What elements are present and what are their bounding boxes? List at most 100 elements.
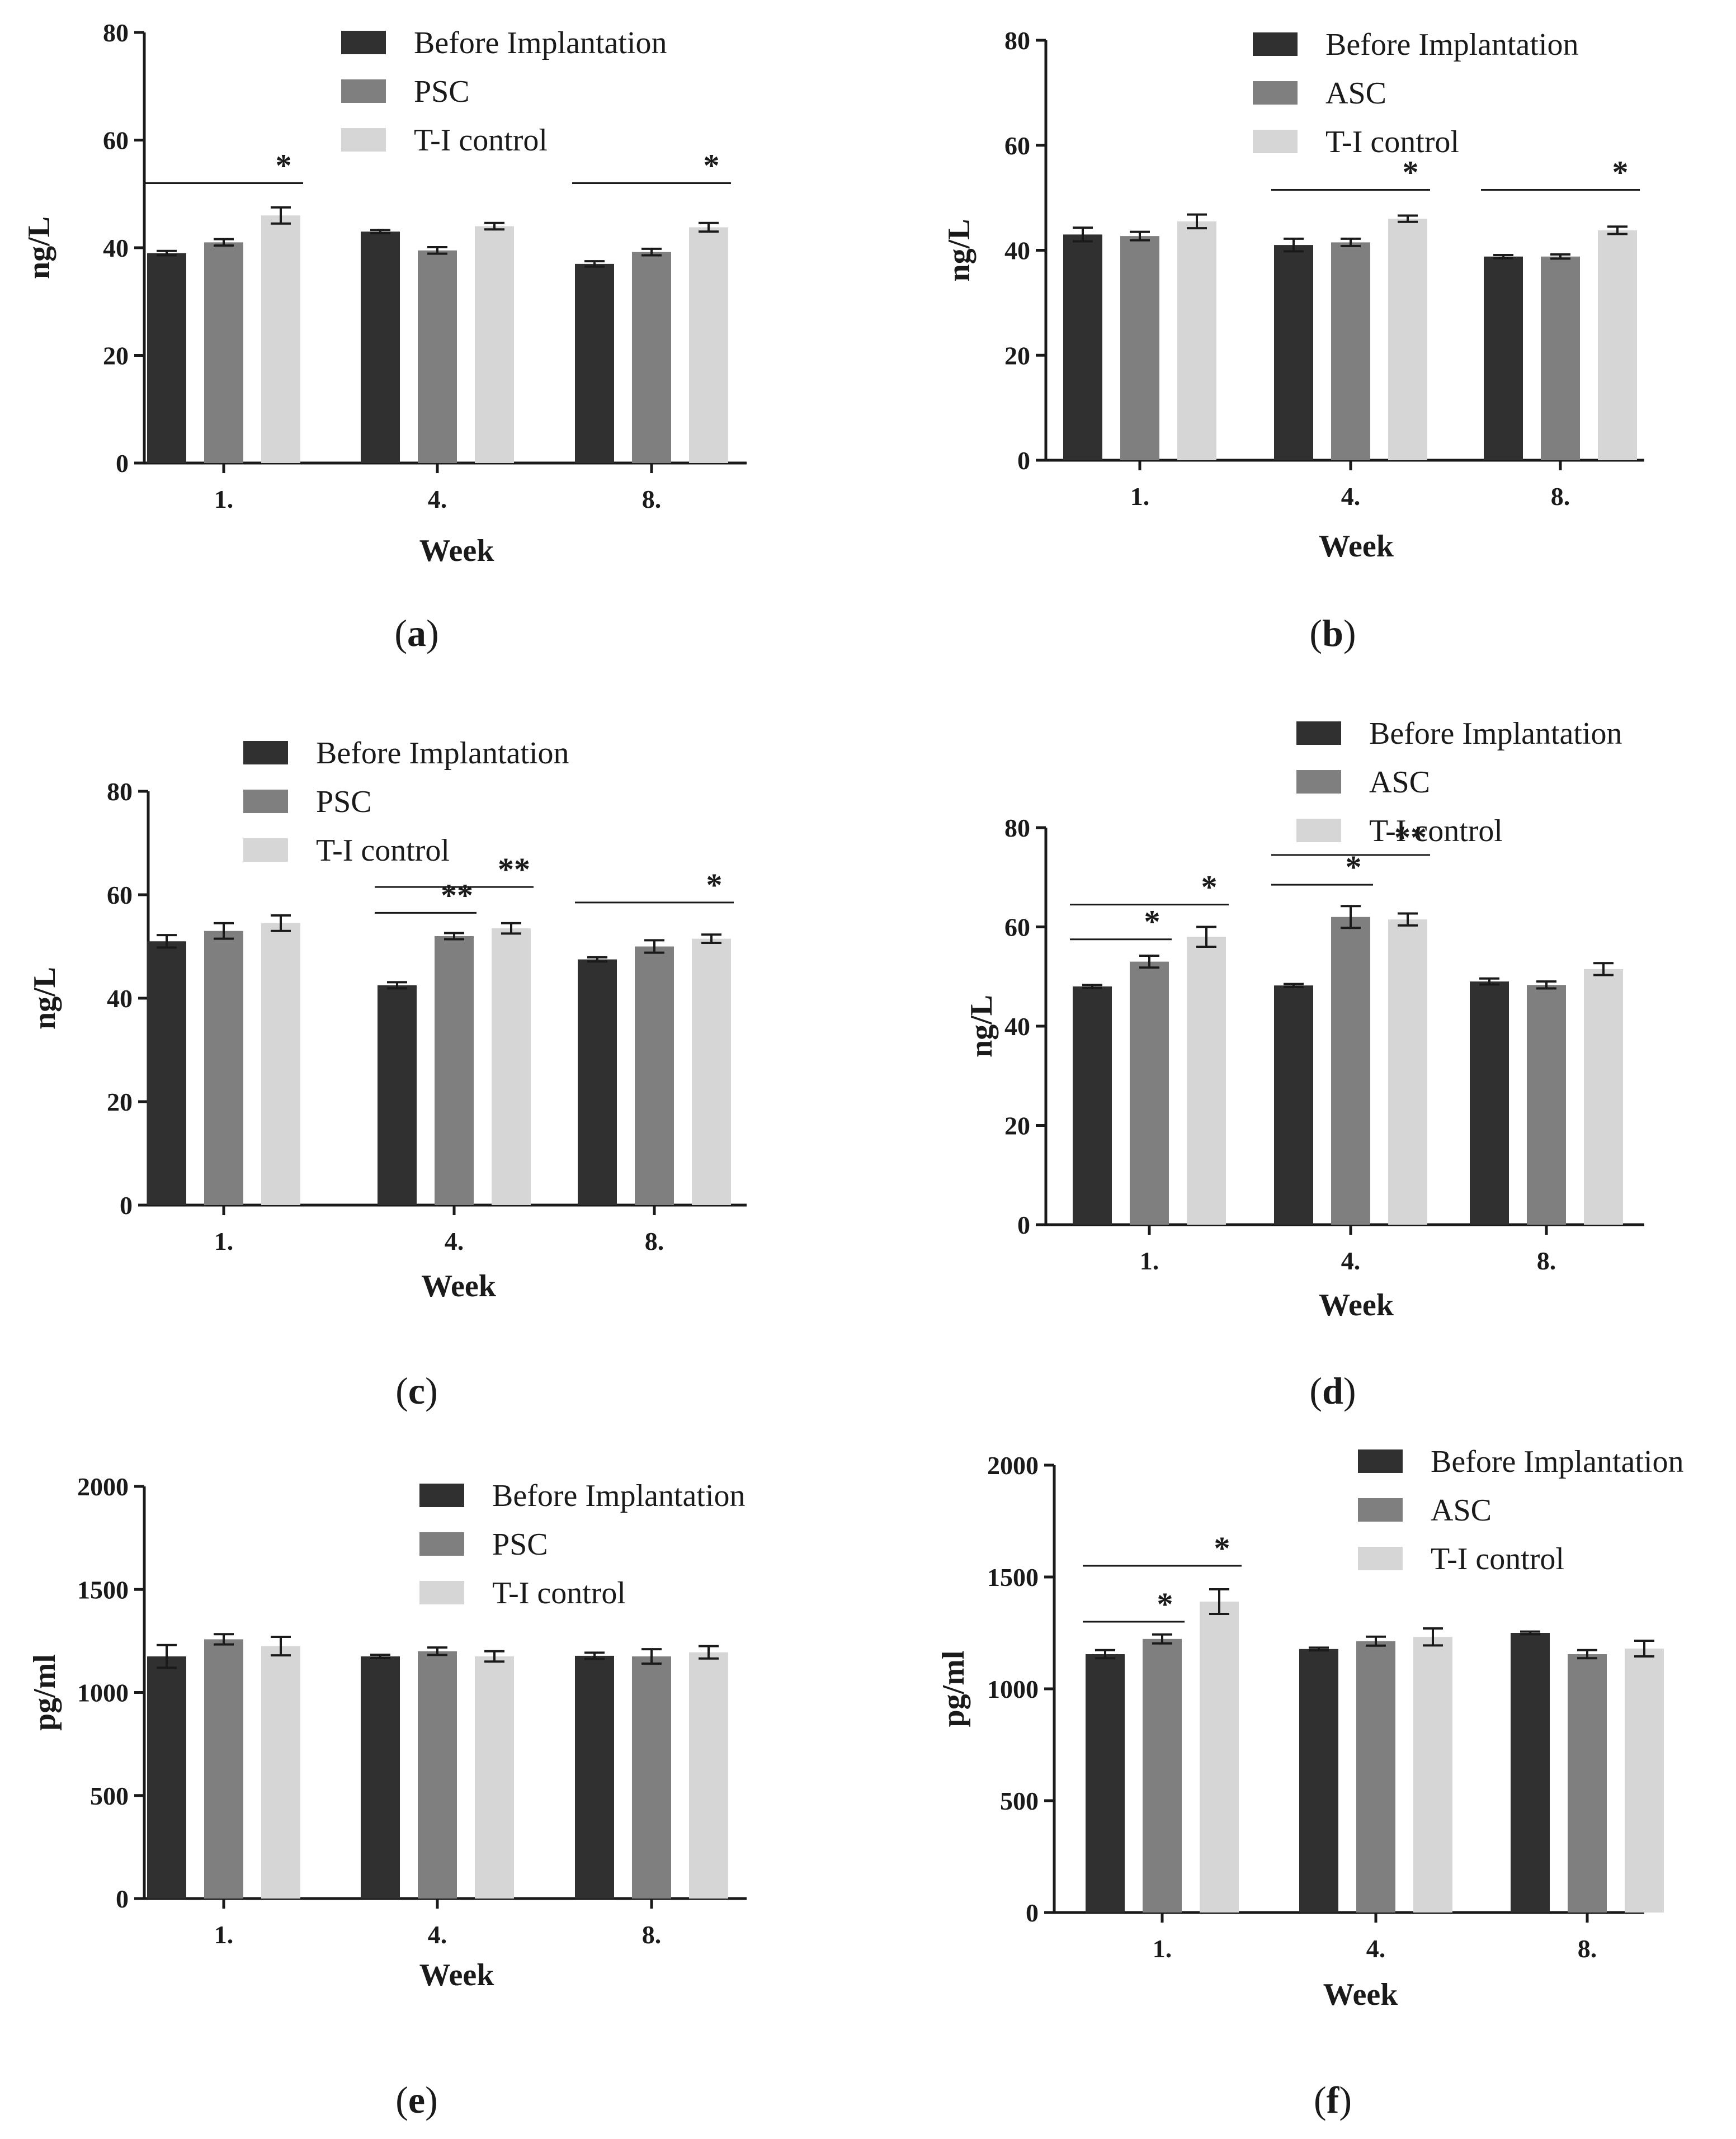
significance-marker: ** (1394, 819, 1427, 856)
bar (575, 1655, 614, 1899)
y-tick-label: 60 (1004, 131, 1030, 160)
error-bar (1398, 912, 1418, 927)
error-bar (1366, 1635, 1386, 1647)
bar (1299, 1649, 1338, 1913)
y-tick-label: 80 (107, 777, 133, 806)
error-bar (1341, 905, 1361, 929)
y-tick-label: 2000 (987, 1451, 1039, 1480)
x-axis-label: Week (421, 1269, 497, 1304)
bar (147, 253, 186, 463)
bar (1511, 1633, 1550, 1913)
significance-marker: * (276, 148, 292, 184)
panel-letter: d (1322, 1370, 1343, 1412)
panel-letter: e (408, 2079, 425, 2121)
error-bar (1550, 253, 1570, 260)
y-tick-label: 1000 (77, 1679, 129, 1707)
x-tick-label: 1. (214, 1227, 234, 1255)
bar (1413, 1637, 1452, 1913)
error-bar (644, 939, 664, 954)
bar (1541, 256, 1580, 460)
legend-swatch (419, 1484, 464, 1507)
y-tick-label: 20 (1004, 1112, 1030, 1140)
x-tick-label: 8. (1537, 1246, 1556, 1275)
panel-label: (a) (394, 612, 438, 654)
y-tick-label: 40 (107, 984, 133, 1013)
error-bar (699, 1645, 719, 1660)
bar (1200, 1602, 1239, 1913)
bar (147, 1656, 186, 1899)
error-bar (214, 1633, 234, 1646)
error-bar (1520, 1630, 1540, 1636)
panel-label: (d) (1309, 1370, 1356, 1412)
legend-label: Before Implantation (414, 26, 667, 60)
bar (575, 263, 614, 463)
error-bar (484, 221, 504, 231)
bar (361, 1656, 400, 1899)
bar (261, 215, 300, 463)
y-tick-label: 500 (90, 1782, 129, 1810)
bar (475, 1656, 514, 1899)
bar (1568, 1654, 1607, 1913)
x-tick-label: 4. (428, 485, 447, 513)
significance-marker: * (1201, 869, 1218, 905)
error-bar (1593, 962, 1614, 976)
y-tick-label: 20 (1004, 341, 1030, 370)
significance-marker: * (1144, 904, 1161, 940)
significance-marker: * (706, 867, 723, 903)
legend-swatch (243, 838, 288, 862)
error-bar (1152, 1633, 1172, 1645)
legend-swatch (1296, 721, 1341, 745)
x-axis-label: Week (1323, 1977, 1399, 2012)
x-tick-label: 4. (1341, 482, 1361, 511)
error-bar (587, 956, 607, 963)
error-bar (271, 1636, 291, 1657)
bar (632, 252, 671, 463)
legend-swatch (1358, 1498, 1403, 1522)
y-tick-label: 0 (120, 1191, 133, 1220)
bar (1527, 985, 1566, 1225)
significance-marker: ** (441, 877, 473, 913)
y-tick-label: 1500 (77, 1575, 129, 1604)
error-bar (584, 1651, 605, 1660)
legend-swatch (1358, 1449, 1403, 1473)
panel-label: (c) (395, 1370, 438, 1412)
error-bar (427, 246, 447, 255)
x-axis-label: Week (419, 533, 495, 568)
x-tick-label: 1. (1130, 482, 1150, 511)
y-axis-label: ng/L (942, 219, 976, 281)
bar (1130, 961, 1169, 1225)
bar (147, 941, 186, 1205)
error-bar (214, 238, 234, 247)
bar (1484, 256, 1523, 460)
y-tick-label: 1000 (987, 1675, 1039, 1703)
x-tick-label: 8. (1551, 482, 1570, 511)
x-tick-label: 8. (642, 1920, 662, 1949)
panel-label: (f) (1314, 2079, 1352, 2121)
y-axis-label: pg/ml (27, 1654, 62, 1731)
y-tick-label: 40 (103, 234, 129, 262)
bar (1470, 981, 1509, 1225)
legend-label: T-I control (1431, 1542, 1564, 1576)
significance-marker: * (1403, 154, 1419, 191)
panel-letter: f (1327, 2079, 1340, 2121)
legend-swatch (341, 79, 386, 103)
legend-label: ASC (1369, 765, 1430, 800)
y-tick-label: 60 (103, 126, 129, 155)
y-tick-label: 60 (1004, 913, 1030, 942)
legend-swatch (1296, 770, 1341, 794)
bar (435, 936, 474, 1205)
error-bar (370, 229, 390, 235)
bar (1177, 221, 1216, 460)
error-bar (427, 1646, 447, 1656)
chart-panel-b: 0 20 40 60 80 1. 4. 8. * * Before Implantation ASC T… (942, 26, 1644, 654)
error-bar (1309, 1646, 1329, 1652)
error-bar (1095, 1649, 1115, 1660)
legend-label: Before Implantation (316, 736, 569, 771)
legend-swatch (1358, 1547, 1403, 1570)
bar (1063, 234, 1102, 460)
bar (204, 931, 243, 1205)
y-tick-label: 80 (103, 18, 129, 47)
bar (1625, 1649, 1664, 1913)
legend-label: T-I control (1325, 125, 1459, 159)
